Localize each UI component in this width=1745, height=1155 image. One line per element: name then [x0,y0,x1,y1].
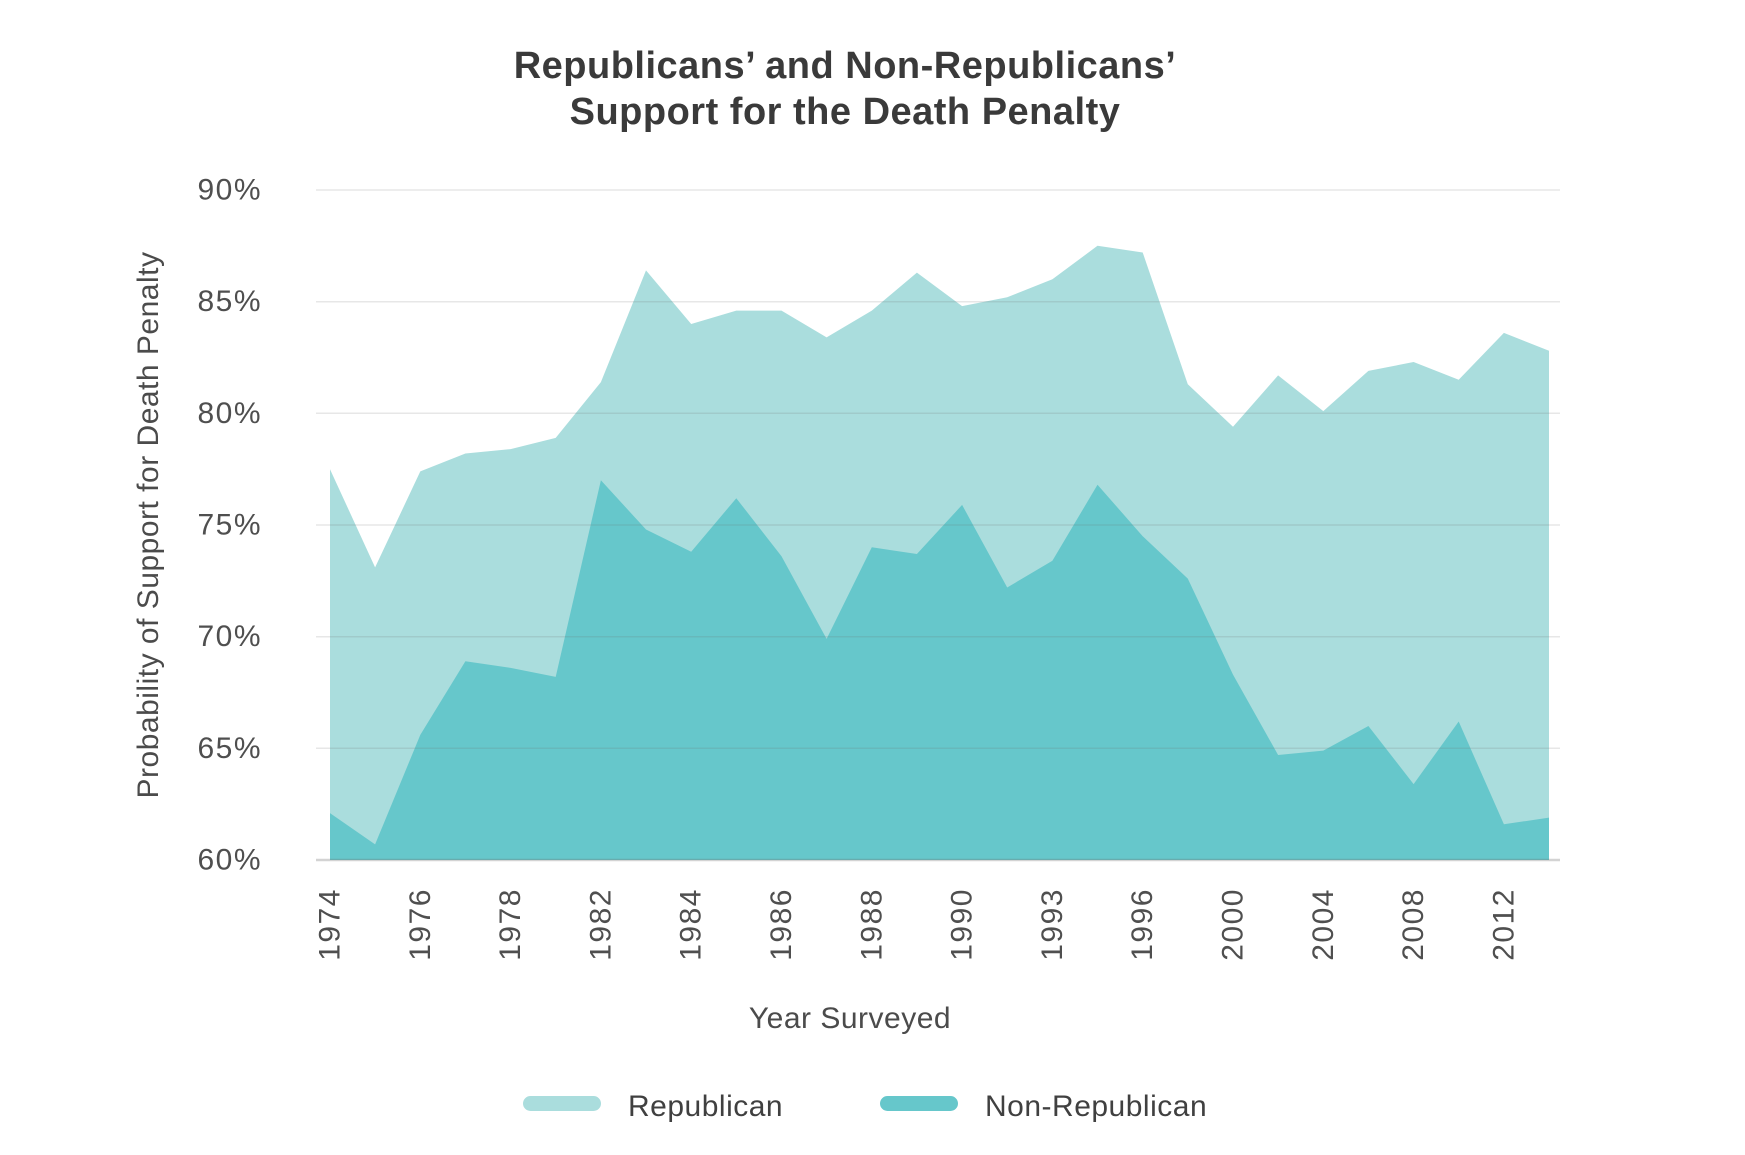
x-tick-label: 1976 [404,888,437,961]
legend-swatch-republican [523,1096,601,1111]
y-axis-title: Probability of Support for Death Penalty [132,252,165,799]
chart-title-line1: Republicans’ and Non-Republicans’ [514,45,1177,87]
x-tick-label: 1990 [946,888,979,961]
x-tick-label: 2008 [1397,888,1430,961]
x-tick-label: 1982 [584,888,617,961]
legend: Republican Non-Republican [523,1090,1207,1123]
x-tick-label: 1996 [1126,888,1159,961]
y-tick-label: 90% [197,174,262,207]
x-tick-label: 2004 [1307,888,1340,961]
y-tick-label: 75% [197,509,262,542]
x-axis-tick-labels: 1974 1976 1978 1982 1984 1986 1988 1990 1993 1996… [314,888,1521,961]
chart-areas [330,245,1549,861]
x-tick-label: 1993 [1036,888,1069,961]
legend-label-non-republican: Non-Republican [985,1090,1207,1123]
x-tick-label: 2000 [1217,888,1250,961]
legend-label-republican: Republican [628,1090,783,1123]
y-axis-tick-labels: 90% 85% 80% 75% 70% 65% 60% [197,174,262,877]
y-tick-label: 70% [197,620,262,653]
area-non-republican [330,480,1549,860]
x-tick-label: 2012 [1487,888,1520,961]
x-axis-title: Year Surveyed [749,1002,951,1035]
y-tick-label: 80% [197,397,262,430]
x-tick-label: 1974 [314,888,347,961]
x-tick-label: 1988 [855,888,888,961]
gridlines [316,189,1560,862]
x-tick-label: 1978 [494,888,527,961]
x-tick-label: 1986 [765,888,798,961]
chart-title-line2: Support for the Death Penalty [570,91,1121,133]
y-tick-label: 65% [197,732,262,765]
x-tick-label: 1984 [675,888,708,961]
legend-swatch-non-republican [880,1096,958,1111]
y-tick-label: 60% [197,844,262,877]
y-tick-label: 85% [197,285,262,318]
